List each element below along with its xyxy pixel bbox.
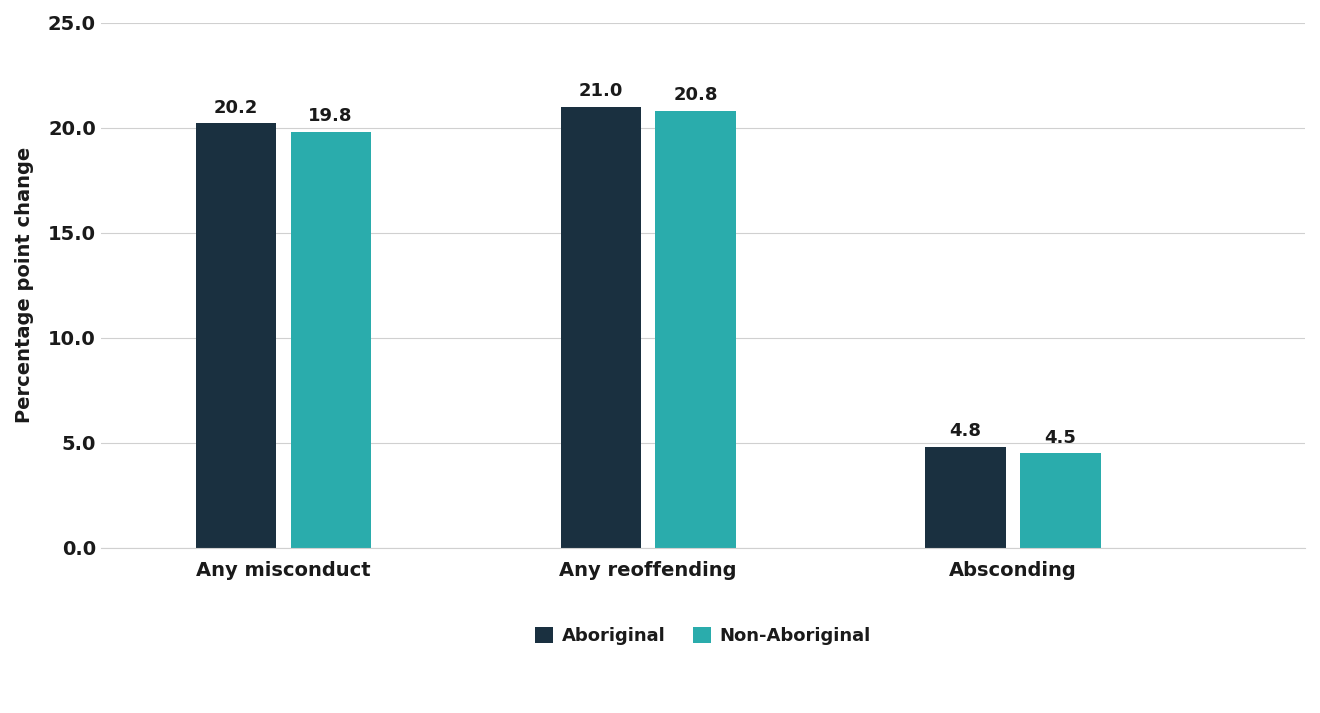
Bar — [561, 106, 640, 548]
Y-axis label: Percentage point change: Percentage point change — [15, 147, 34, 424]
Text: 20.8: 20.8 — [673, 86, 718, 104]
Text: 4.5: 4.5 — [1044, 429, 1076, 447]
Text: 19.8: 19.8 — [309, 108, 352, 125]
Text: 21.0: 21.0 — [578, 82, 623, 101]
Text: 4.8: 4.8 — [949, 423, 982, 441]
Bar — [290, 132, 371, 548]
Legend: Aboriginal, Non-Aboriginal: Aboriginal, Non-Aboriginal — [528, 620, 878, 652]
Bar — [1020, 453, 1101, 548]
Bar — [656, 111, 735, 548]
Text: 20.2: 20.2 — [214, 99, 257, 117]
Bar — [925, 447, 1006, 548]
Bar — [195, 123, 276, 548]
